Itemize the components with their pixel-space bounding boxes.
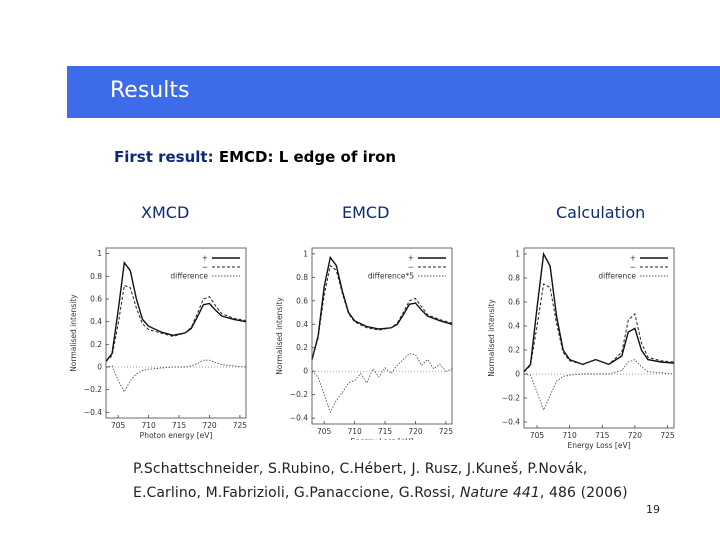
- x-tick-label: 710: [347, 427, 362, 436]
- y-tick-label: 0.6: [296, 296, 308, 305]
- series-line-1: [105, 284, 247, 362]
- subtitle-accent: First result:: [114, 148, 214, 166]
- y-tick-label: 0: [97, 363, 102, 372]
- reference-journal: Nature 441: [459, 485, 540, 501]
- reference-line-2: E.Carlino, M.Fabrizioli, G.Panaccione, G…: [133, 485, 628, 501]
- legend-label: difference: [170, 272, 208, 281]
- legend-label: difference: [598, 272, 636, 281]
- x-tick-label: 720: [628, 431, 643, 440]
- reference-pages: , 486 (2006): [539, 485, 628, 501]
- xmcd-chart: 1 0.8 0.6 0.4 0.2 0 −0.2 −0.4 705 710 715 720 725 Pho…: [69, 247, 248, 440]
- x-tick-label: 720: [408, 427, 423, 436]
- y-axis-label: Normalised intensity: [69, 294, 78, 372]
- y-tick-label: 0.2: [90, 340, 102, 349]
- y-tick-label: 0.4: [90, 317, 102, 326]
- x-tick-label: 705: [317, 427, 332, 436]
- y-tick-label: 0.8: [90, 272, 102, 281]
- y-tick-label: 1: [515, 250, 520, 259]
- y-tick-label: 0.2: [508, 346, 520, 355]
- slide-title: Results: [110, 78, 190, 103]
- y-tick-label: 0.8: [508, 274, 520, 283]
- column-label-xmcd: XMCD: [141, 203, 190, 222]
- x-axis-label: Photon energy [eV]: [140, 431, 213, 440]
- x-tick-label: 725: [439, 427, 454, 436]
- plot-frame: [105, 247, 247, 419]
- y-tick-label: 0.2: [296, 343, 308, 352]
- series-line-2: [105, 359, 247, 393]
- series-line-0: [523, 251, 675, 373]
- y-axis-label: Normalised intensity: [487, 299, 496, 377]
- series-line-0: [105, 260, 247, 362]
- y-tick-label: −0.2: [502, 394, 520, 403]
- y-tick-label: −0.4: [290, 414, 308, 423]
- x-axis-label: Energy Loss [eV]: [350, 437, 413, 440]
- legend-label: +: [408, 254, 414, 263]
- page-number: 19: [646, 503, 660, 516]
- x-tick-label: 710: [141, 421, 156, 430]
- y-tick-label: 0.4: [296, 320, 308, 329]
- column-label-calculation: Calculation: [556, 203, 646, 222]
- x-tick-label: 715: [172, 421, 187, 430]
- column-label-emcd: EMCD: [342, 203, 390, 222]
- legend-label: −: [202, 263, 208, 272]
- series-line-1: [311, 264, 453, 360]
- legend-label: +: [630, 254, 636, 263]
- series-line-0: [311, 255, 453, 360]
- reference-authors: E.Carlino, M.Fabrizioli, G.Panaccione, G…: [133, 485, 460, 501]
- reference-line-1: P.Schattschneider, S.Rubino, C.Hébert, J…: [133, 461, 588, 477]
- x-tick-label: 715: [378, 427, 393, 436]
- plot-frame: [311, 247, 453, 425]
- y-tick-label: 0.6: [90, 295, 102, 304]
- legend-label: −: [630, 263, 636, 272]
- y-tick-label: −0.4: [84, 408, 102, 417]
- y-tick-label: 1: [303, 249, 308, 258]
- calculation-chart: 1 0.8 0.6 0.4 0.2 0 −0.2 −0.4 705 710 715 720 725 Ene…: [487, 247, 675, 450]
- series-line-2: [311, 353, 453, 414]
- header-bar: [67, 66, 720, 118]
- x-tick-label: 705: [111, 421, 126, 430]
- x-tick-label: 725: [660, 431, 675, 440]
- plot-frame: [523, 247, 675, 429]
- legend-label: +: [202, 254, 208, 263]
- x-tick-label: 710: [562, 431, 577, 440]
- series-line-1: [523, 283, 675, 372]
- y-tick-label: −0.4: [502, 418, 520, 427]
- slide-subtitle: First result: EMCD: L edge of iron: [114, 148, 396, 166]
- y-tick-label: 1: [97, 249, 102, 258]
- x-tick-label: 705: [530, 431, 545, 440]
- y-tick-label: −0.2: [84, 385, 102, 394]
- y-axis-label: Normalised intensity: [275, 297, 284, 375]
- x-tick-label: 725: [233, 421, 248, 430]
- legend-label: −: [408, 263, 414, 272]
- x-tick-label: 720: [202, 421, 217, 430]
- emcd-chart: 1 0.8 0.6 0.4 0.2 0 −0.2 −0.4 705 710 715 720 725 Ene…: [275, 247, 454, 440]
- x-axis-label: Energy Loss [eV]: [567, 441, 630, 450]
- y-tick-label: 0.8: [296, 273, 308, 282]
- legend-label: difference*5: [368, 272, 414, 281]
- y-tick-label: −0.2: [290, 390, 308, 399]
- y-tick-label: 0: [515, 370, 520, 379]
- x-tick-label: 715: [595, 431, 610, 440]
- subtitle-rest: EMCD: L edge of iron: [218, 148, 397, 166]
- y-tick-label: 0.6: [508, 298, 520, 307]
- series-line-2: [523, 359, 675, 412]
- y-tick-label: 0: [303, 367, 308, 376]
- y-tick-label: 0.4: [508, 322, 520, 331]
